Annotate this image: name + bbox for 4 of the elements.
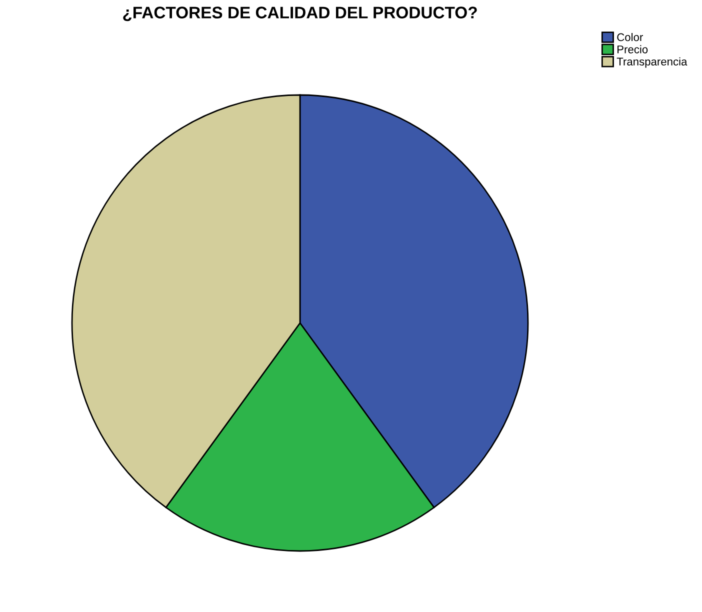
legend-label: Color (617, 32, 643, 42)
chart-title: ¿FACTORES DE CALIDAD DEL PRODUCTO? (123, 6, 477, 22)
legend-label: Transparencia (616, 57, 688, 68)
legend-label: Precio (618, 45, 648, 54)
